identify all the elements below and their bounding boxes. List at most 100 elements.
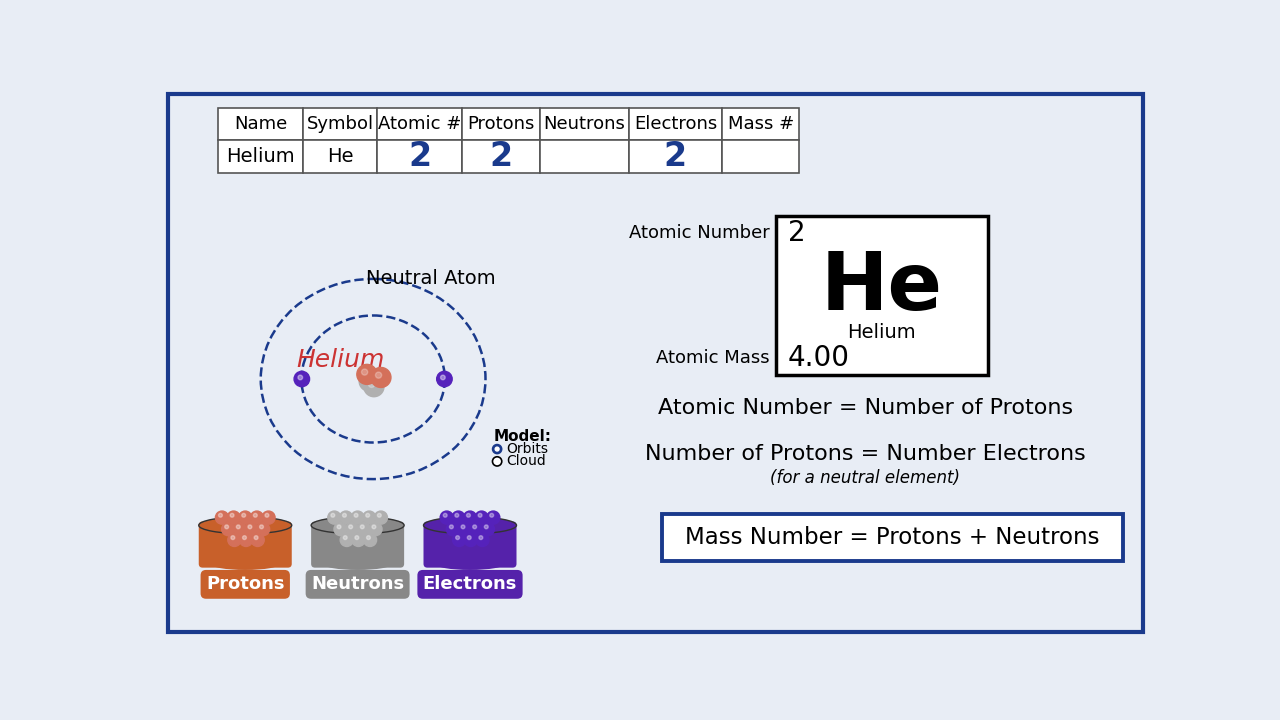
Text: (for a neutral element): (for a neutral element) (771, 469, 960, 487)
Circle shape (479, 513, 483, 517)
Circle shape (454, 513, 458, 517)
Bar (540, 108, 628, 140)
Circle shape (436, 372, 452, 387)
Circle shape (458, 523, 471, 536)
Circle shape (440, 511, 453, 524)
Circle shape (493, 444, 502, 454)
Circle shape (294, 372, 310, 387)
Circle shape (233, 523, 247, 536)
Circle shape (443, 513, 447, 517)
Circle shape (375, 372, 381, 378)
Circle shape (339, 511, 352, 524)
Circle shape (351, 511, 365, 524)
Circle shape (238, 511, 252, 524)
FancyBboxPatch shape (168, 94, 1143, 631)
Bar (303, 140, 378, 173)
Circle shape (475, 511, 488, 524)
Circle shape (366, 536, 370, 539)
Ellipse shape (198, 517, 292, 534)
Circle shape (476, 534, 489, 546)
Text: Neutrons: Neutrons (544, 115, 625, 133)
Text: Neutral Atom: Neutral Atom (366, 269, 497, 289)
Circle shape (361, 369, 367, 375)
Circle shape (369, 523, 381, 536)
Text: Protons: Protons (467, 115, 535, 133)
Circle shape (298, 375, 302, 379)
FancyBboxPatch shape (198, 521, 292, 567)
Circle shape (479, 536, 483, 539)
Circle shape (343, 513, 347, 517)
Circle shape (374, 511, 388, 524)
Circle shape (355, 513, 358, 517)
Circle shape (452, 511, 465, 524)
Circle shape (237, 525, 241, 528)
Circle shape (484, 525, 488, 528)
Bar (218, 140, 303, 173)
Text: 2: 2 (489, 140, 512, 173)
Circle shape (228, 534, 241, 546)
Text: Atomic Mass: Atomic Mass (657, 349, 771, 367)
Circle shape (360, 372, 379, 391)
Circle shape (227, 511, 241, 524)
Bar (378, 140, 462, 173)
Circle shape (449, 525, 453, 528)
Circle shape (461, 525, 465, 528)
Circle shape (472, 525, 476, 528)
Circle shape (495, 447, 499, 451)
Circle shape (456, 536, 460, 539)
Bar (462, 108, 540, 140)
Bar (218, 108, 303, 140)
Circle shape (369, 382, 375, 387)
Circle shape (366, 513, 370, 517)
Text: Name: Name (234, 115, 288, 133)
Circle shape (337, 525, 340, 528)
Text: Electrons: Electrons (422, 575, 517, 593)
Circle shape (334, 523, 347, 536)
Circle shape (242, 536, 247, 539)
Circle shape (467, 536, 471, 539)
Ellipse shape (311, 517, 404, 534)
Bar (628, 140, 722, 173)
Text: Mass #: Mass # (727, 115, 794, 133)
Text: 2: 2 (664, 140, 687, 173)
Text: Atomic Number = Number of Protons: Atomic Number = Number of Protons (658, 398, 1073, 418)
Text: Protons: Protons (206, 575, 284, 593)
Circle shape (357, 523, 370, 536)
Circle shape (361, 525, 365, 528)
Circle shape (219, 513, 223, 517)
Circle shape (251, 534, 264, 546)
FancyBboxPatch shape (424, 521, 517, 567)
Circle shape (364, 377, 384, 397)
Circle shape (453, 534, 466, 546)
Circle shape (255, 536, 259, 539)
Ellipse shape (435, 557, 504, 570)
Circle shape (493, 456, 502, 466)
Text: He: He (326, 147, 353, 166)
Text: Atomic #: Atomic # (378, 115, 461, 133)
Text: Number of Protons = Number Electrons: Number of Protons = Number Electrons (645, 444, 1085, 464)
Text: 2: 2 (787, 219, 805, 247)
Bar (628, 108, 722, 140)
Circle shape (340, 534, 353, 546)
Bar (722, 140, 800, 173)
Bar (303, 108, 378, 140)
Text: Neutrons: Neutrons (311, 575, 404, 593)
Circle shape (355, 536, 358, 539)
Circle shape (230, 513, 234, 517)
Bar (722, 108, 800, 140)
Bar (662, 514, 1124, 562)
Circle shape (242, 513, 246, 517)
Text: Orbits: Orbits (507, 442, 548, 456)
Circle shape (364, 534, 376, 546)
Text: Cloud: Cloud (507, 454, 547, 469)
Circle shape (470, 523, 483, 536)
Circle shape (486, 511, 499, 524)
Circle shape (244, 523, 259, 536)
FancyBboxPatch shape (311, 521, 404, 567)
Text: He: He (820, 248, 943, 327)
Circle shape (466, 513, 470, 517)
Circle shape (265, 513, 269, 517)
Text: Helium: Helium (227, 147, 296, 166)
Circle shape (343, 536, 347, 539)
Circle shape (364, 376, 370, 382)
